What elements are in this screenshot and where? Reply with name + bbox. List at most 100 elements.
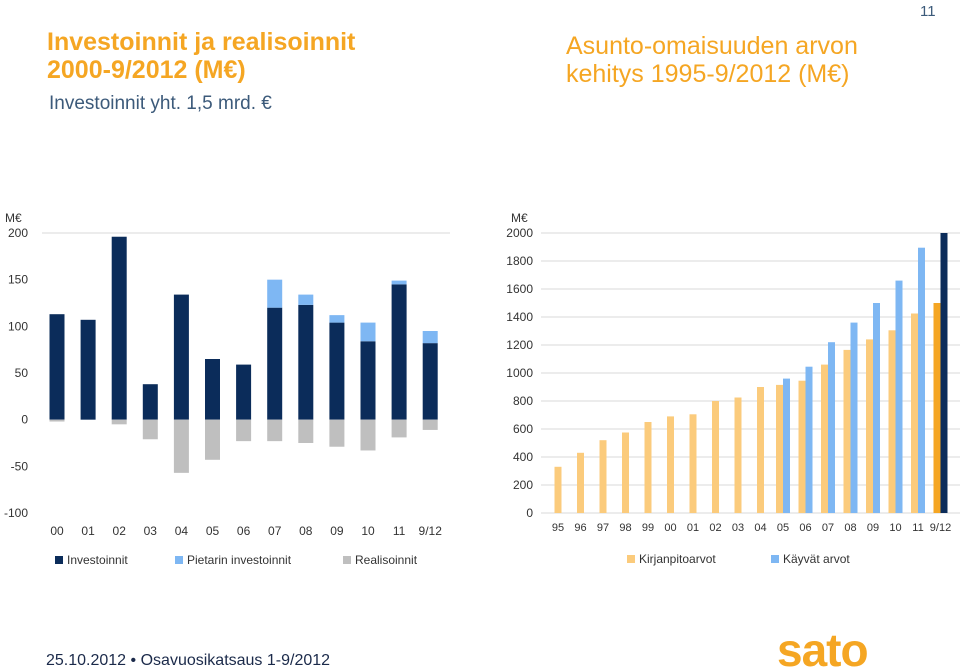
left-x-tick-label: 07 bbox=[268, 524, 282, 538]
right-y-tick-label: 1200 bbox=[506, 338, 533, 352]
left-bar-pietari bbox=[329, 315, 345, 323]
left-title-line1: Investoinnit ja realisoinnit bbox=[47, 28, 356, 56]
right-x-tick-label: 10 bbox=[889, 522, 901, 534]
left-x-tick-label: 09 bbox=[330, 524, 344, 538]
left-x-tick-label: 05 bbox=[206, 524, 220, 538]
right-x-tick-label: 9/12 bbox=[930, 522, 951, 534]
left-bar-realisoinnit bbox=[329, 419, 345, 447]
left-chart-title: Investoinnit ja realisoinnit 2000-9/2012… bbox=[47, 28, 355, 84]
right-bar-kirjanpitoarvot bbox=[667, 416, 674, 513]
right-y-tick-label: 400 bbox=[513, 450, 533, 464]
left-bar-realisoinnit bbox=[267, 419, 283, 442]
right-chart-title: Asunto-omaisuuden arvon kehitys 1995-9/2… bbox=[566, 32, 858, 88]
left-chart-subtitle: Investoinnit yht. 1,5 mrd. € bbox=[49, 93, 272, 114]
right-bar-kirjanpitoarvot bbox=[888, 330, 896, 513]
right-bar-kayvat-arvot bbox=[918, 247, 925, 513]
right-x-tick-label: 96 bbox=[574, 522, 586, 534]
right-bar-kirjanpitoarvot bbox=[757, 387, 764, 513]
right-x-tick-label: 07 bbox=[822, 522, 834, 534]
page-number: 11 bbox=[920, 3, 936, 20]
left-bar-investoinnit bbox=[422, 343, 438, 420]
right-x-tick-label: 03 bbox=[732, 522, 744, 534]
footer-text: Osavuosikatsaus 1-9/2012 bbox=[140, 652, 331, 669]
left-bar-investoinnit bbox=[391, 284, 407, 420]
right-bar-kirjanpitoarvot bbox=[821, 364, 828, 513]
right-y-tick-label: 1600 bbox=[506, 282, 533, 296]
left-legend-swatch bbox=[343, 556, 351, 564]
right-x-tick-label: 98 bbox=[619, 522, 631, 534]
left-bar-investoinnit bbox=[142, 384, 158, 420]
left-bar-pietari bbox=[391, 280, 407, 285]
left-y-unit: M€ bbox=[5, 211, 22, 225]
right-bar-kirjanpitoarvot bbox=[911, 313, 918, 513]
right-legend-label: Kirjanpitoarvot bbox=[639, 552, 716, 566]
right-bar-kirjanpitoarvot bbox=[734, 397, 742, 513]
right-y-tick-label: 800 bbox=[513, 394, 533, 408]
right-y-tick-label: 200 bbox=[513, 478, 533, 492]
right-bar-kayvat-arvot bbox=[873, 303, 880, 513]
left-bar-investoinnit bbox=[80, 319, 96, 420]
left-bar-realisoinnit bbox=[298, 419, 314, 443]
right-x-tick-label: 02 bbox=[709, 522, 721, 534]
right-legend-label: Käyvät arvot bbox=[783, 552, 850, 566]
left-x-tick-label: 00 bbox=[50, 524, 64, 538]
left-bar-investoinnit bbox=[236, 364, 252, 420]
right-bar-kayvat-arvot bbox=[783, 378, 790, 513]
right-x-tick-label: 97 bbox=[597, 522, 609, 534]
left-x-tick-label: 04 bbox=[175, 524, 189, 538]
right-bar-kirjanpitoarvot bbox=[776, 384, 783, 513]
left-legend-label: Realisoinnit bbox=[355, 553, 418, 567]
left-y-tick-label: -100 bbox=[4, 506, 28, 520]
left-bar-realisoinnit bbox=[49, 419, 65, 422]
right-title-line2: kehitys 1995-9/2012 (M€) bbox=[566, 60, 850, 88]
left-bar-investoinnit bbox=[49, 314, 65, 420]
sato-logo: sato bbox=[777, 626, 869, 672]
left-bar-investoinnit bbox=[329, 322, 345, 420]
right-bar-kirjanpitoarvot bbox=[689, 414, 697, 513]
right-x-tick-label: 11 bbox=[912, 522, 923, 534]
right-bar-kayvat-arvot bbox=[805, 366, 813, 513]
footer-date: 25.10.2012 bbox=[46, 652, 127, 669]
right-bar-kirjanpitoarvot bbox=[644, 422, 652, 513]
left-x-tick-label: 10 bbox=[361, 524, 375, 538]
right-bar-kirjanpitoarvot bbox=[712, 401, 719, 513]
left-legend-label: Investoinnit bbox=[67, 553, 128, 567]
left-bar-investoinnit bbox=[111, 236, 127, 420]
left-bar-realisoinnit bbox=[205, 419, 220, 460]
right-x-tick-label: 06 bbox=[799, 522, 811, 534]
footer-separator: • bbox=[130, 652, 137, 669]
right-x-tick-label: 00 bbox=[664, 522, 676, 534]
right-title-line1: Asunto-omaisuuden arvon bbox=[566, 32, 858, 60]
left-y-tick-label: -50 bbox=[11, 459, 29, 473]
left-bar-investoinnit bbox=[360, 341, 376, 420]
right-x-tick-label: 08 bbox=[844, 522, 856, 534]
right-bar-kayvat-arvot bbox=[895, 280, 903, 513]
right-x-tick-label: 99 bbox=[642, 522, 654, 534]
footer: 25.10.2012 • Osavuosikatsaus 1-9/2012 bbox=[46, 652, 330, 670]
left-title-line2: 2000-9/2012 (M€) bbox=[47, 56, 246, 84]
right-bar-kirjanpitoarvot bbox=[577, 452, 584, 513]
left-x-tick-label: 9/12 bbox=[419, 524, 443, 538]
right-bar-kirjanpitoarvot bbox=[843, 349, 851, 513]
left-bar-realisoinnit bbox=[422, 419, 438, 430]
left-bar-realisoinnit bbox=[391, 419, 407, 438]
right-legend-swatch bbox=[771, 555, 779, 563]
left-x-tick-label: 11 bbox=[393, 524, 406, 538]
left-bar-realisoinnit bbox=[142, 419, 158, 440]
right-bar-kayvat-arvot bbox=[940, 233, 948, 513]
right-x-tick-label: 09 bbox=[867, 522, 879, 534]
right-y-tick-label: 0 bbox=[526, 506, 533, 520]
right-y-tick-label: 2000 bbox=[506, 226, 533, 240]
left-bar-investoinnit bbox=[205, 359, 220, 420]
right-bar-kirjanpitoarvot bbox=[933, 303, 941, 513]
right-legend-swatch bbox=[627, 555, 635, 563]
right-bar-kirjanpitoarvot bbox=[599, 440, 607, 513]
left-bar-pietari bbox=[267, 279, 283, 308]
left-bar-realisoinnit bbox=[360, 419, 376, 451]
left-bar-investoinnit bbox=[267, 307, 283, 420]
right-y-unit: M€ bbox=[511, 211, 528, 225]
right-y-tick-label: 1000 bbox=[506, 366, 533, 380]
right-y-tick-label: 600 bbox=[513, 422, 533, 436]
left-y-tick-label: 50 bbox=[15, 366, 29, 380]
